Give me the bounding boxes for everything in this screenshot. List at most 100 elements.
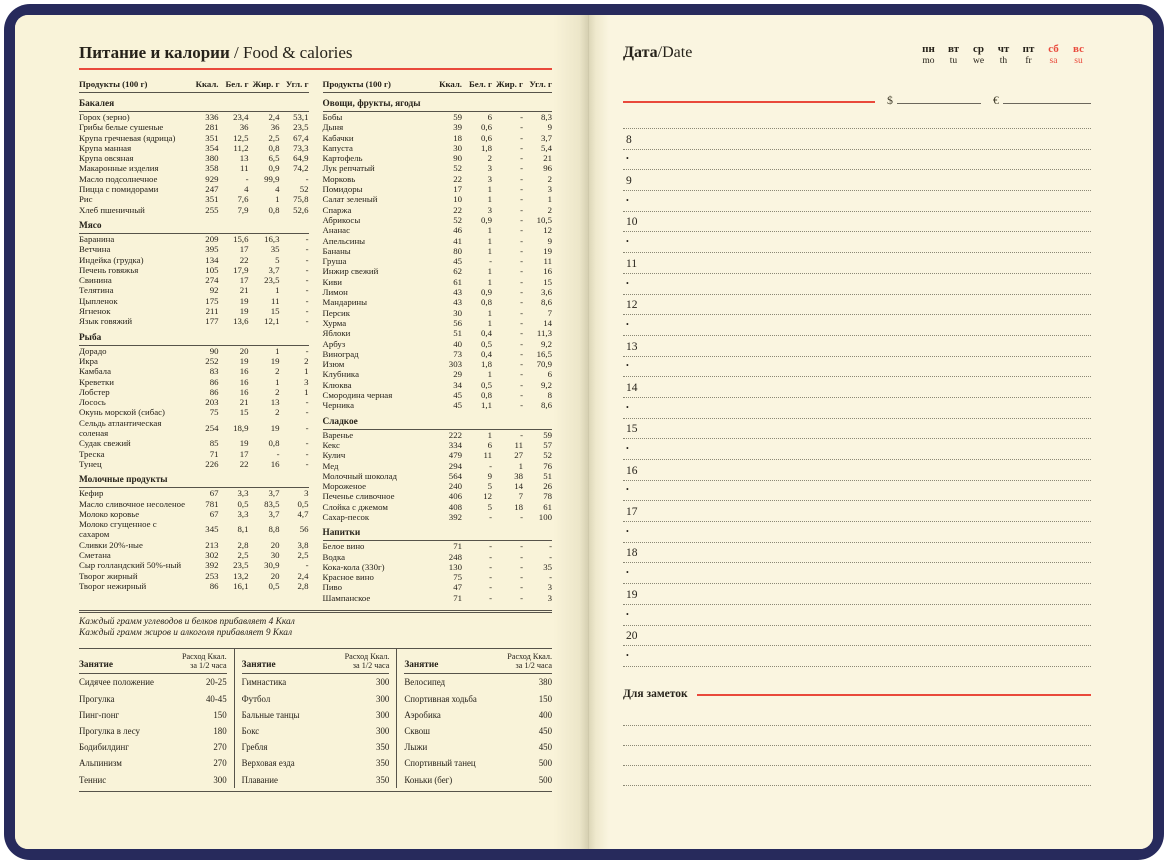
food-item-value: 11 xyxy=(271,295,280,306)
food-item-value: - xyxy=(520,592,523,603)
activity-header-value: Расход Ккал. за 1/2 часа xyxy=(182,652,227,670)
food-table-row: Молоко сгущенное с сахаром 345 8,1 8,8 56 xyxy=(79,519,309,540)
food-item-value: - xyxy=(520,142,523,153)
food-item-value: 351 xyxy=(205,132,219,143)
hour-label: 12 xyxy=(626,299,638,312)
food-item-value: 1 xyxy=(304,366,309,377)
food-item-value: 51 xyxy=(453,328,462,339)
weekday-ru-fr: пт xyxy=(1022,43,1035,55)
food-item-value: - xyxy=(305,458,309,469)
food-item-value: 92 xyxy=(209,285,219,296)
food-item-value: 64,9 xyxy=(293,153,309,164)
left-page: Питание и калории / Food & calories Прод… xyxy=(15,15,588,849)
food-item-name: Мороженое xyxy=(322,481,367,492)
food-item-value: 45 xyxy=(453,390,462,401)
food-item-value: 90 xyxy=(453,153,462,164)
food-table-row: Ананас 46 1 - 12 xyxy=(323,225,553,235)
food-item-value: 406 xyxy=(448,491,462,502)
notes-header-row: Для заметок xyxy=(623,688,1091,700)
food-item-value: 35 xyxy=(270,244,280,255)
food-table-row: Черника 45 1,1 - 8,6 xyxy=(323,400,553,410)
food-item-value: 71 xyxy=(453,592,462,603)
food-item-value: 177 xyxy=(205,316,219,327)
food-table-row: Творог жирный 253 13,2 20 2,4 xyxy=(79,571,309,581)
food-item-name: Творог нежирный xyxy=(79,580,147,591)
food-item-value: 3,3 xyxy=(237,488,249,499)
footnote-fats-alcohol: Каждый грамм жиров и алкоголя прибавляет… xyxy=(79,628,293,639)
food-item-value: 43 xyxy=(453,287,462,298)
food-item-value: 23,5 xyxy=(293,122,309,133)
food-item-value: - xyxy=(520,369,523,380)
food-item-name: Груша xyxy=(322,256,347,267)
food-table-row: Сахар-песок 392 - - 100 xyxy=(323,512,553,522)
food-item-name: Виноград xyxy=(322,348,359,359)
food-item-name: Бананы xyxy=(322,245,351,256)
food-item-value: 52,6 xyxy=(293,204,309,215)
food-item-value: 39 xyxy=(453,122,462,133)
half-hour-bullet: • xyxy=(626,195,629,205)
food-item-value: 1 xyxy=(275,376,280,387)
food-item-value: 0,4 xyxy=(481,348,492,359)
food-item-value: 0,8 xyxy=(481,297,492,308)
activity-kcal-value: 380 xyxy=(538,677,553,688)
activity-row: Теннис 300 xyxy=(79,772,227,788)
food-item-value: 3,7 xyxy=(268,264,280,275)
activity-row: Аэробика 400 xyxy=(404,707,552,723)
weekday-ru-th: чт xyxy=(997,43,1010,55)
food-item-value: 22 xyxy=(453,173,462,184)
activity-row: Футбол 300 xyxy=(242,691,390,707)
food-table-column-2: Продукты (100 г) Ккал. Бел. г Жир. г Угл. г О… xyxy=(322,79,553,603)
food-item-value: 380 xyxy=(205,153,219,164)
food-item-value: - xyxy=(520,122,523,133)
food-item-value: 36 xyxy=(270,122,280,133)
food-item-value: 23,5 xyxy=(233,560,249,571)
food-item-value: 3 xyxy=(547,184,552,195)
activity-kcal-value: 450 xyxy=(538,742,553,753)
weekday-en-su: su xyxy=(1074,56,1083,66)
food-item-value: - xyxy=(305,233,309,244)
half-hour-bullet: • xyxy=(626,650,629,660)
food-table-row: Картофель 90 2 - 21 xyxy=(323,153,553,163)
food-item-value: 3 xyxy=(547,582,552,593)
food-item-value: - xyxy=(520,235,523,246)
food-table-row: Арбуз 40 0,5 - 9,2 xyxy=(323,339,553,349)
food-item-name: Сливки 20%-ные xyxy=(79,539,143,550)
food-item-value: 13,6 xyxy=(233,316,249,327)
food-item-value: 75,8 xyxy=(293,194,309,205)
activity-kcal-value: 40-45 xyxy=(205,693,227,704)
food-item-value: 253 xyxy=(205,570,219,581)
food-item-value: - xyxy=(549,572,552,583)
activity-name: Аэробика xyxy=(404,709,441,720)
food-item-value: - xyxy=(305,295,309,306)
food-table-row: Капуста 30 1,8 - 5,4 xyxy=(323,143,553,153)
food-item-value: 20 xyxy=(270,539,280,550)
food-item-value: 2 xyxy=(275,366,280,377)
food-item-value: 274 xyxy=(205,275,219,286)
dollar-symbol: $ xyxy=(887,93,893,107)
food-item-value: 1,1 xyxy=(481,400,492,411)
food-item-value: - xyxy=(305,264,309,275)
food-item-name: Макаронные изделия xyxy=(79,163,159,174)
food-item-value: 20 xyxy=(239,345,249,356)
food-table-row: Груша 45 - - 11 xyxy=(323,256,553,266)
food-item-value: - xyxy=(520,338,523,349)
half-hour-row: • xyxy=(623,274,1091,295)
hour-label: 17 xyxy=(626,506,638,519)
food-item-value: 23,4 xyxy=(233,112,249,122)
activity-name: Альпинизм xyxy=(79,758,122,769)
food-item-value: 9 xyxy=(547,235,552,246)
date-write-line xyxy=(623,101,875,103)
food-item-value: 96 xyxy=(543,163,552,174)
food-item-name: Пиво xyxy=(322,582,343,593)
food-table-row: Печень говяжья 105 17,9 3,7 - xyxy=(79,265,309,275)
food-item-value: - xyxy=(305,285,309,296)
food-item-value: 17 xyxy=(239,244,249,255)
note-write-line xyxy=(623,726,1091,746)
food-item-value: 11 xyxy=(483,450,492,461)
hour-label: 11 xyxy=(626,257,638,270)
hour-row: 9 xyxy=(623,170,1091,192)
food-table-row: Сметана 302 2,5 30 2,5 xyxy=(79,550,309,560)
food-item-value: 16,1 xyxy=(233,580,249,591)
activity-name: Верховая езда xyxy=(241,758,295,769)
